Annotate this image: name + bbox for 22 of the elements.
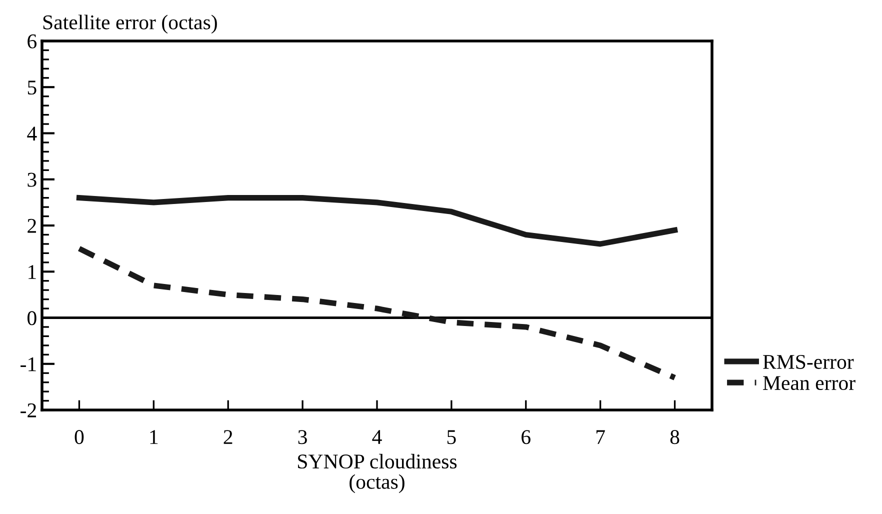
x-tick-label: 0 [74, 430, 84, 444]
x-axis-title: SYNOP cloudiness (octas) [298, 454, 457, 494]
x-tick-label: 4 [372, 430, 382, 444]
y-tick-label: 0 [28, 311, 36, 326]
y-tick-label: 1 [28, 265, 36, 279]
y-axis-title: Satellite error (octas) [43, 14, 217, 34]
x-tick-label: 3 [298, 430, 307, 444]
y-tick-label: 3 [28, 172, 36, 187]
y-tick-label: 5 [28, 80, 36, 95]
y-tick-label: -2 [20, 403, 36, 418]
x-tick-label: 6 [522, 430, 530, 444]
x-tick-label: 7 [596, 430, 605, 444]
x-tick-label: 8 [670, 430, 680, 444]
x-tick-label: 1 [150, 430, 158, 444]
y-tick-label: 2 [28, 218, 36, 233]
legend-label: Mean error [763, 376, 856, 390]
y-tick-label: -1 [20, 357, 36, 372]
y-tick-label: 6 [28, 34, 37, 48]
x-tick-label: 2 [224, 430, 232, 444]
y-tick-label: 4 [27, 126, 37, 140]
legend-label: RMS-error [763, 354, 854, 369]
x-tick-label: 5 [447, 430, 456, 444]
